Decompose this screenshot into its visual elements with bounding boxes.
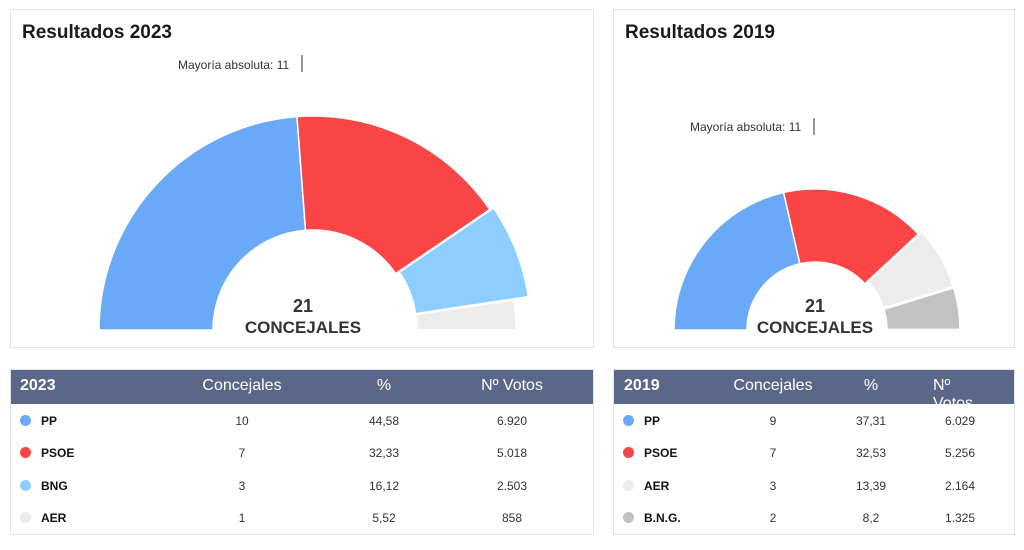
table-header: 2019 Concejales % Nº Votos <box>614 370 1014 412</box>
concejales-value: 2 <box>769 511 777 525</box>
slice-pp <box>98 115 307 331</box>
party-name: PP <box>644 414 661 428</box>
concejales-value: 1 <box>238 511 246 525</box>
pct-value: 32,33 <box>368 446 400 460</box>
table-row: PSOE 7 32,53 5.256 <box>614 438 1014 470</box>
table-row: PSOE 7 32,33 5.018 <box>11 438 593 470</box>
slice-aer <box>415 299 517 331</box>
slices-2019 <box>673 188 961 331</box>
concejales-value: 3 <box>769 479 777 493</box>
table-row: BNG 3 16,12 2.503 <box>11 471 593 503</box>
votos-value: 6.920 <box>496 414 528 428</box>
party-name: PP <box>41 414 58 428</box>
party-color-dot <box>623 447 634 458</box>
table-row: AER 1 5,52 858 <box>11 503 593 535</box>
party-name: BNG <box>41 479 68 493</box>
chart-title: Resultados 2019 <box>625 22 775 43</box>
header-year: 2023 <box>20 377 56 394</box>
votos-value: 5.018 <box>496 446 528 460</box>
party-color-dot <box>20 480 31 491</box>
slice-psoe <box>296 115 491 275</box>
pct-value: 13,39 <box>855 479 887 493</box>
concejales-value: 10 <box>235 414 249 428</box>
table-row: AER 3 13,39 2.164 <box>614 471 1014 503</box>
pct-value: 5,52 <box>372 511 396 525</box>
header-concejales: Concejales <box>733 377 813 394</box>
slice-pp <box>673 191 801 331</box>
party-color-dot <box>20 415 31 426</box>
party-name: AER <box>41 511 67 525</box>
center-label: CONCEJALES <box>245 318 361 337</box>
semicircle-chart-2023: Mayoría absoluta: 11 21 CONCEJALES <box>98 55 530 337</box>
party-name: PSOE <box>41 446 75 460</box>
votos-value: 858 <box>501 511 523 525</box>
header-concejales: Concejales <box>202 377 282 394</box>
header-votos: Nº Votos <box>933 377 974 412</box>
party-color-dot <box>623 480 634 491</box>
results-table-2023: 2023 Concejales % Nº Votos PP 10 44,58 6… <box>10 369 594 535</box>
center-label: CONCEJALES <box>757 318 873 337</box>
slice-bng <box>398 206 530 315</box>
header-year: 2019 <box>624 377 660 394</box>
party-name: B.N.G. <box>644 511 681 525</box>
concejales-value: 7 <box>769 446 777 460</box>
chart-card-2019: Resultados 2019 Mayoría absoluta: 11 21 … <box>613 9 1015 348</box>
concejales-value: 7 <box>238 446 246 460</box>
party-name: PSOE <box>644 446 678 460</box>
slice-b-n-g- <box>882 286 961 331</box>
header-pct: % <box>863 377 879 394</box>
concejales-value: 9 <box>769 414 777 428</box>
table-row: PP 10 44,58 6.920 <box>11 406 593 438</box>
semicircle-chart-2019: Mayoría absoluta: 11 21 CONCEJALES <box>673 118 961 337</box>
votos-value: 6.029 <box>944 414 976 428</box>
table-row: B.N.G. 2 8,2 1.325 <box>614 503 1014 535</box>
header-votos: Nº Votos <box>481 377 543 394</box>
majority-label: Mayoría absoluta: 11 <box>178 58 290 72</box>
pct-value: 37,31 <box>855 414 887 428</box>
slices-2023 <box>98 115 530 331</box>
party-color-dot <box>623 415 634 426</box>
majority-label: Mayoría absoluta: 11 <box>690 120 802 134</box>
votos-value: 2.164 <box>944 479 976 493</box>
slice-aer <box>867 231 955 309</box>
results-table-2019: 2019 Concejales % Nº Votos PP 9 37,31 6.… <box>613 369 1015 535</box>
chart-title: Resultados 2023 <box>22 22 172 43</box>
votos-value: 5.256 <box>944 446 976 460</box>
party-color-dot <box>623 512 634 523</box>
party-name: AER <box>644 479 670 493</box>
votos-value: 2.503 <box>496 479 528 493</box>
header-pct: % <box>376 377 392 394</box>
concejales-value: 3 <box>238 479 246 493</box>
votos-value: 1.325 <box>944 511 976 525</box>
table-header: 2023 Concejales % Nº Votos <box>11 370 593 404</box>
pct-value: 16,12 <box>368 479 400 493</box>
pct-value: 44,58 <box>368 414 400 428</box>
center-number: 21 <box>293 296 313 316</box>
table-row: PP 9 37,31 6.029 <box>614 406 1014 438</box>
slice-psoe <box>782 188 920 285</box>
party-color-dot <box>20 512 31 523</box>
party-color-dot <box>20 447 31 458</box>
center-number: 21 <box>805 296 825 316</box>
chart-card-2023: Resultados 2023 Mayoría absoluta: 11 21 … <box>10 9 594 348</box>
pct-value: 8,2 <box>862 511 880 525</box>
pct-value: 32,53 <box>855 446 887 460</box>
